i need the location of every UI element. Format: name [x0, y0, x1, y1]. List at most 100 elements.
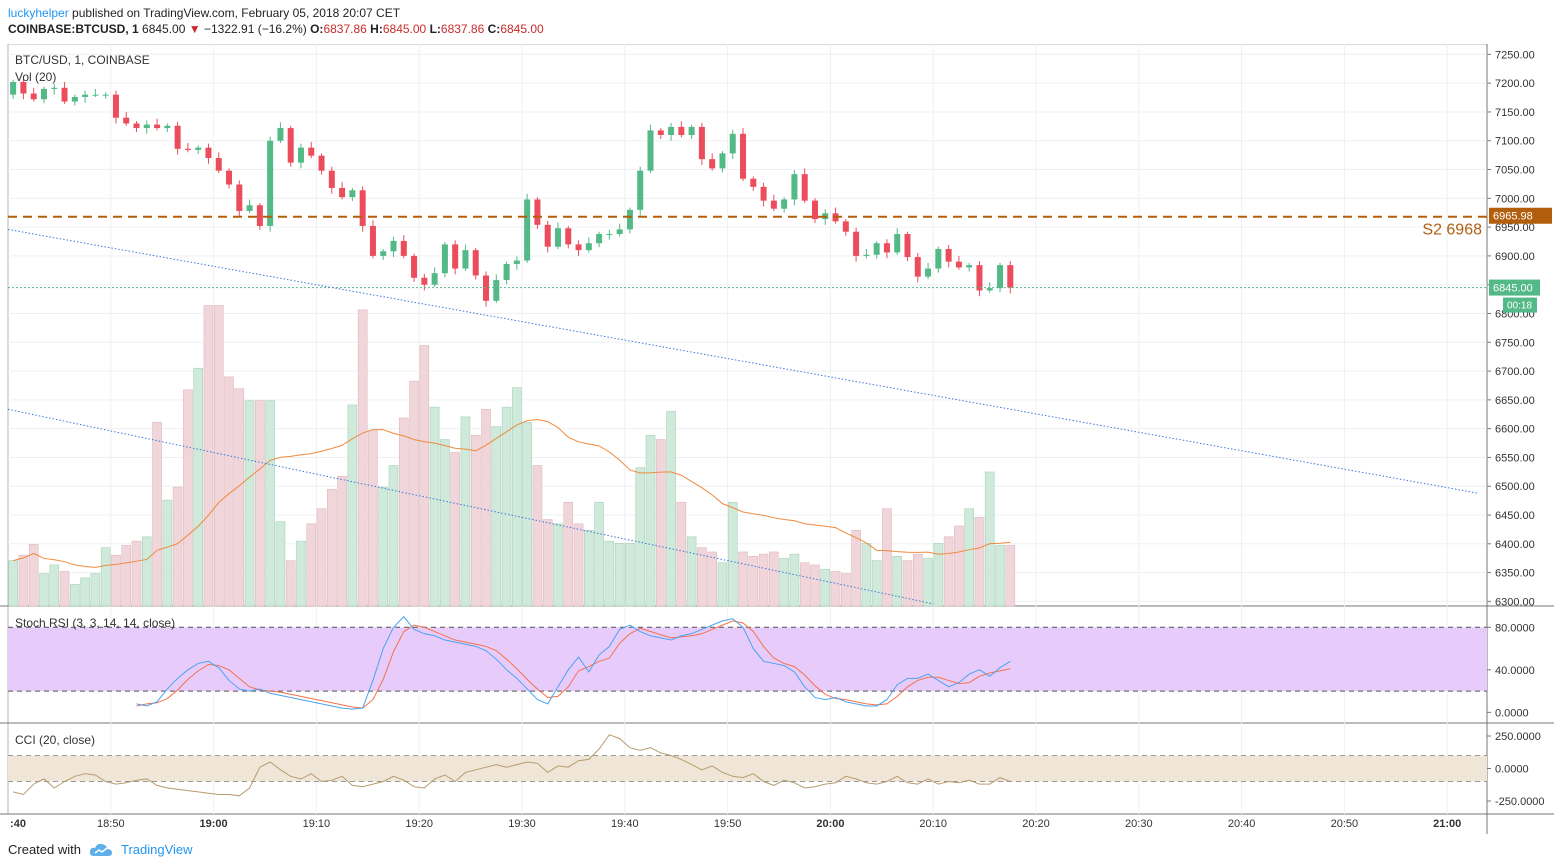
candle-up[interactable]	[668, 126, 675, 135]
candle-down[interactable]	[760, 186, 767, 201]
candle-down[interactable]	[853, 231, 860, 256]
candle-down[interactable]	[61, 87, 68, 102]
candle-up[interactable]	[462, 250, 469, 269]
candle-up[interactable]	[71, 96, 78, 102]
candle-up[interactable]	[503, 263, 510, 281]
candle-down[interactable]	[226, 170, 233, 185]
candle-down[interactable]	[123, 117, 130, 124]
candle-up[interactable]	[277, 128, 284, 141]
candle-down[interactable]	[544, 224, 551, 247]
candle-down[interactable]	[112, 94, 119, 118]
candle-down[interactable]	[698, 126, 705, 160]
candle-up[interactable]	[40, 88, 47, 100]
candle-down[interactable]	[174, 125, 181, 149]
candle-up[interactable]	[688, 126, 695, 135]
candle-down[interactable]	[904, 234, 911, 258]
candle-down[interactable]	[976, 265, 983, 291]
candle-up[interactable]	[997, 265, 1004, 289]
candle-down[interactable]	[842, 221, 849, 232]
candle-down[interactable]	[287, 128, 294, 163]
stoch-rsi-label[interactable]: Stoch RSI (3, 3, 14, 14, close)	[15, 616, 176, 630]
candle-up[interactable]	[524, 199, 531, 261]
candle-down[interactable]	[770, 200, 777, 209]
tradingview-link[interactable]: TradingView	[120, 842, 193, 857]
candle-down[interactable]	[472, 250, 479, 276]
candle-up[interactable]	[441, 244, 448, 274]
candle-up[interactable]	[986, 288, 993, 291]
candle-up[interactable]	[647, 130, 654, 171]
chart-area[interactable]: S2 6968 :40 18:50 19:00 19:10 19:20 19:30 19:4…	[0, 43, 1554, 834]
volume-trendline[interactable]	[7, 408, 934, 605]
candle-down[interactable]	[421, 277, 428, 285]
candle-down[interactable]	[184, 148, 191, 150]
candle-down[interactable]	[215, 158, 222, 171]
volume-label[interactable]: Vol (20)	[15, 70, 57, 84]
candle-down[interactable]	[955, 261, 962, 268]
candle-down[interactable]	[328, 170, 335, 188]
candle-up[interactable]	[195, 147, 202, 150]
candle-down[interactable]	[709, 159, 716, 169]
candle-down[interactable]	[945, 248, 952, 262]
candle-down[interactable]	[678, 126, 685, 135]
candle-up[interactable]	[380, 251, 387, 256]
candle-up[interactable]	[596, 234, 603, 244]
candle-down[interactable]	[400, 240, 407, 256]
candle-down[interactable]	[534, 199, 541, 225]
candle-up[interactable]	[164, 125, 171, 129]
candle-up[interactable]	[873, 243, 880, 255]
candle-down[interactable]	[205, 147, 212, 159]
candle-up[interactable]	[246, 205, 253, 211]
candle-up[interactable]	[349, 190, 356, 198]
candle-down[interactable]	[339, 187, 346, 198]
candle-up[interactable]	[894, 234, 901, 253]
candle-up[interactable]	[102, 94, 109, 96]
candle-down[interactable]	[1007, 265, 1014, 288]
chart-title[interactable]: BTC/USD, 1, COINBASE	[15, 53, 150, 67]
candle-up[interactable]	[925, 268, 932, 277]
candle-down[interactable]	[452, 244, 459, 269]
candle-up[interactable]	[719, 153, 726, 169]
candle-up[interactable]	[585, 243, 592, 251]
candle-down[interactable]	[575, 244, 582, 251]
candle-down[interactable]	[914, 257, 921, 277]
candle-up[interactable]	[267, 140, 274, 226]
candle-up[interactable]	[92, 94, 99, 96]
candle-down[interactable]	[883, 243, 890, 253]
candle-up[interactable]	[10, 82, 17, 95]
candle-down[interactable]	[801, 174, 808, 201]
candle-down[interactable]	[483, 275, 490, 301]
candle-down[interactable]	[133, 123, 140, 129]
candle-down[interactable]	[154, 124, 161, 129]
candle-up[interactable]	[966, 265, 973, 268]
candle-down[interactable]	[359, 190, 366, 226]
candle-up[interactable]	[82, 94, 89, 97]
candle-down[interactable]	[811, 200, 818, 220]
candle-up[interactable]	[554, 228, 561, 247]
candle-up[interactable]	[143, 124, 150, 129]
candle-up[interactable]	[51, 87, 58, 89]
price-axis[interactable]: 7250.00 7200.00 7150.00 7100.00 7050.00 7000.…	[1487, 49, 1545, 808]
candle-up[interactable]	[616, 229, 623, 235]
candle-up[interactable]	[626, 209, 633, 230]
candle-down[interactable]	[740, 133, 747, 179]
cci-label[interactable]: CCI (20, close)	[15, 733, 96, 747]
candle-down[interactable]	[256, 205, 263, 226]
candle-up[interactable]	[297, 147, 304, 163]
candle-down[interactable]	[369, 225, 376, 256]
candle-up[interactable]	[863, 254, 870, 256]
price-trendline[interactable]	[7, 228, 1479, 494]
candle-down[interactable]	[318, 155, 325, 171]
candle-down[interactable]	[411, 255, 418, 278]
candle-down[interactable]	[30, 93, 37, 100]
candle-down[interactable]	[750, 178, 757, 187]
candle-up[interactable]	[606, 234, 613, 236]
candle-down[interactable]	[20, 82, 27, 94]
candle-up[interactable]	[493, 280, 500, 301]
candle-up[interactable]	[729, 133, 736, 154]
candle-down[interactable]	[308, 147, 315, 156]
candle-down[interactable]	[236, 184, 243, 211]
candle-up[interactable]	[513, 260, 520, 264]
candle-down[interactable]	[565, 228, 572, 245]
candle-up[interactable]	[791, 174, 798, 200]
candle-up[interactable]	[431, 273, 438, 285]
